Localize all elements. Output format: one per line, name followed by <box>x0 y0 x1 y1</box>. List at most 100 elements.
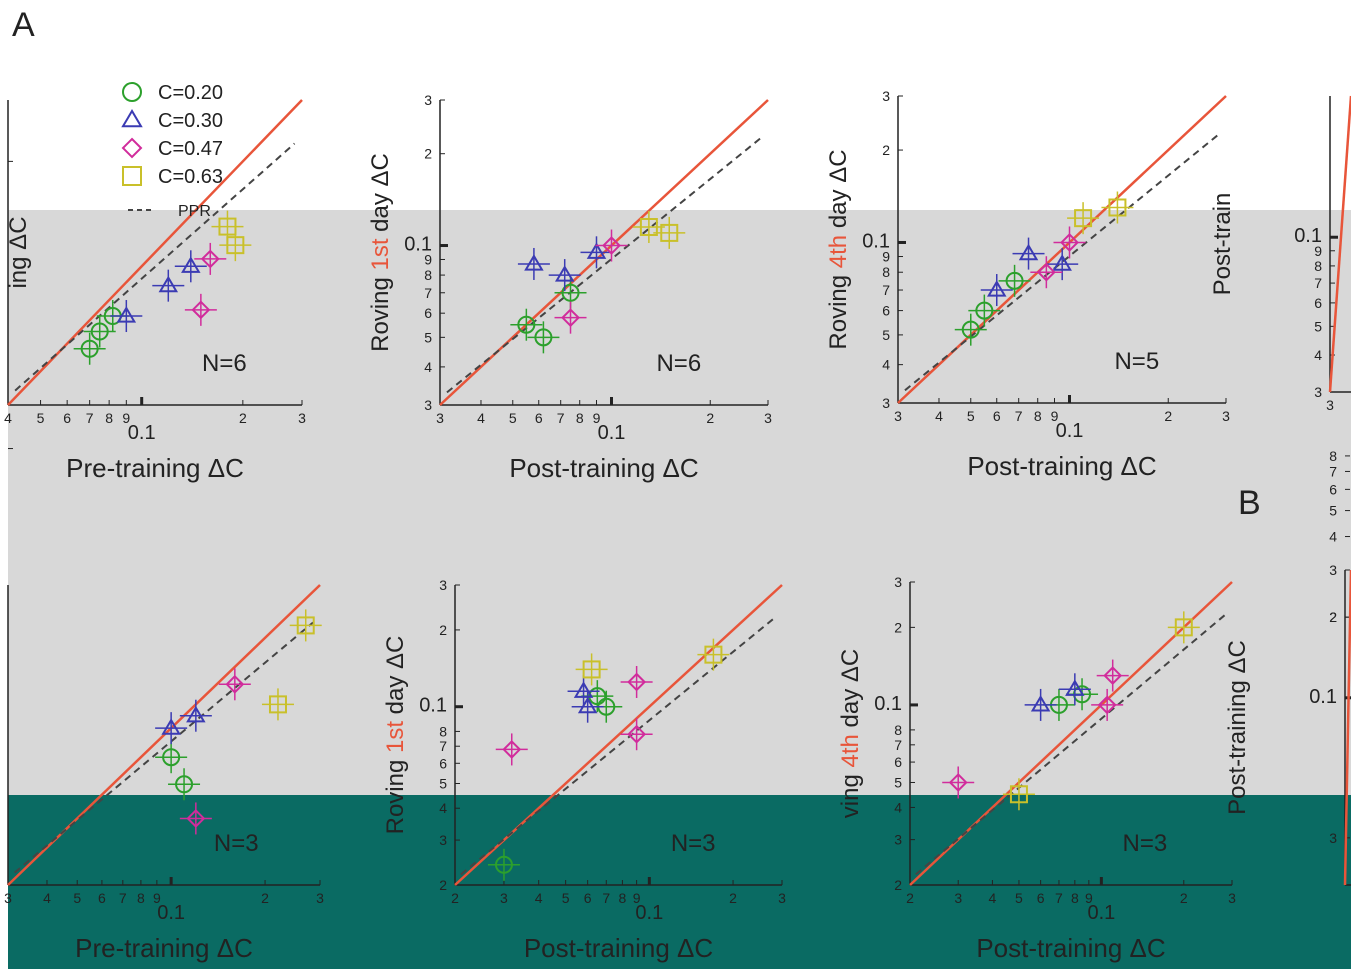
data-point <box>1030 256 1063 289</box>
x-tick-label: 4 <box>4 410 12 426</box>
data-point <box>495 733 528 766</box>
y-label-part: Post-train <box>1209 193 1236 296</box>
y-tick-label: 3 <box>1329 830 1337 846</box>
legend-label: C=0.63 <box>158 166 223 188</box>
data-point <box>152 269 185 302</box>
x-tick-label: 8 <box>1034 408 1042 424</box>
legend-ppr-label: PPR <box>178 203 211 220</box>
y-tick-label: 3 <box>894 574 902 590</box>
y-tick-label: 5 <box>894 774 902 790</box>
y-tick-label: 7 <box>894 737 902 753</box>
marker-circle <box>1005 271 1024 290</box>
x-tick-label: 7 <box>86 410 94 426</box>
data-point <box>73 332 106 365</box>
data-point <box>1053 226 1086 259</box>
panel-letter-b: B <box>1238 484 1261 522</box>
y-label-part: day ΔC <box>382 636 409 721</box>
x-axis-label: Post-training ΔC <box>976 933 1165 963</box>
marker-circle <box>162 748 181 767</box>
data-point <box>620 665 653 698</box>
y-tick-label: 3 <box>439 832 447 848</box>
marker-circle <box>975 301 994 320</box>
ppr-line <box>446 137 762 394</box>
x-tick-label: 7 <box>119 890 127 906</box>
marker-triangle <box>577 696 598 714</box>
y-tick-label: 8 <box>439 723 447 739</box>
x-tick-label: 3 <box>954 890 962 906</box>
y-tick-label: 0.1 <box>862 230 890 252</box>
y-tick-label: 5 <box>424 329 432 345</box>
x-tick-label: 3 <box>894 408 902 424</box>
y-label-accent: 1st <box>382 721 409 753</box>
x-tick-label: 3 <box>4 890 12 906</box>
data-point <box>548 259 581 292</box>
data-point <box>580 236 613 269</box>
x-axis-label: Post-training ΔC <box>967 451 1156 481</box>
y-tick-label: 2 <box>1329 609 1337 625</box>
data-point <box>289 609 322 642</box>
x-tick-label: 5 <box>562 890 570 906</box>
marker-diamond <box>502 740 522 759</box>
marker-diamond <box>200 249 220 269</box>
marker-triangle <box>1065 679 1085 696</box>
marker-diamond <box>1103 666 1123 685</box>
x-tick-label: 3 <box>778 890 786 906</box>
x-tick-label: 2 <box>239 410 247 426</box>
legend-entry <box>122 82 142 102</box>
data-point <box>179 802 212 835</box>
marker-circle <box>80 339 99 358</box>
marker-square <box>660 223 679 242</box>
x-tick-label: 2 <box>1164 408 1172 424</box>
ppr-line <box>904 133 1220 392</box>
y-tick-label: 4 <box>439 800 447 816</box>
x-tick-label: 8 <box>1071 890 1079 906</box>
marker-triangle <box>1030 694 1051 712</box>
x-tick-label: 6 <box>63 410 71 426</box>
data-point <box>942 766 975 799</box>
n-label: N=3 <box>214 830 259 857</box>
data-point <box>697 638 730 671</box>
y-tick-label: 6 <box>882 303 890 319</box>
y-tick-label: 5 <box>882 327 890 343</box>
data-point <box>211 210 244 243</box>
x-axis-label: Post-training ΔC <box>509 453 698 483</box>
data-point <box>1046 248 1079 281</box>
marker-circle <box>561 283 580 302</box>
y-label-accent: 1st <box>367 238 394 270</box>
y-label-part: ing ΔC <box>5 216 32 288</box>
marker-circle <box>517 315 536 334</box>
y-tick-label: 0.1 <box>1294 225 1322 247</box>
data-point <box>83 315 116 348</box>
marker-triangle <box>524 253 544 271</box>
x-tick-label: 4 <box>989 890 997 906</box>
x-tick-label: 2 <box>1180 890 1188 906</box>
data-point <box>155 712 188 745</box>
data-point <box>110 300 143 333</box>
gray-background-band <box>8 210 1351 795</box>
x-tick-label: 0.1 <box>128 422 156 444</box>
x-tick-label: 2 <box>706 410 714 426</box>
marker-triangle <box>186 705 206 723</box>
x-tick-label: 2 <box>906 890 914 906</box>
x-tick-label: 7 <box>557 410 565 426</box>
x-tick-label: 4 <box>477 410 485 426</box>
y-tick-label: 2 <box>439 877 447 893</box>
x-tick-label: 8 <box>137 890 145 906</box>
marker-triangle <box>181 256 201 273</box>
y-axis-label: Roving 1st day ΔC <box>382 636 409 835</box>
marker-triangle <box>1018 243 1039 261</box>
y-axis-label: Post-training ΔC <box>1224 640 1251 815</box>
marker-circle <box>494 855 513 874</box>
y-tick-label: 9 <box>882 249 890 265</box>
y-label-accent: 4th <box>825 235 852 268</box>
data-point <box>194 242 227 275</box>
marker-circle <box>961 320 980 339</box>
x-tick-label: 7 <box>1015 408 1023 424</box>
x-axis-label: Pre-training ΔC <box>66 453 244 483</box>
x-tick-label: 3 <box>1222 408 1230 424</box>
y-tick-label: 8 <box>882 264 890 280</box>
legend-entry <box>122 166 142 186</box>
data-point <box>653 216 686 249</box>
data-point <box>620 718 653 751</box>
